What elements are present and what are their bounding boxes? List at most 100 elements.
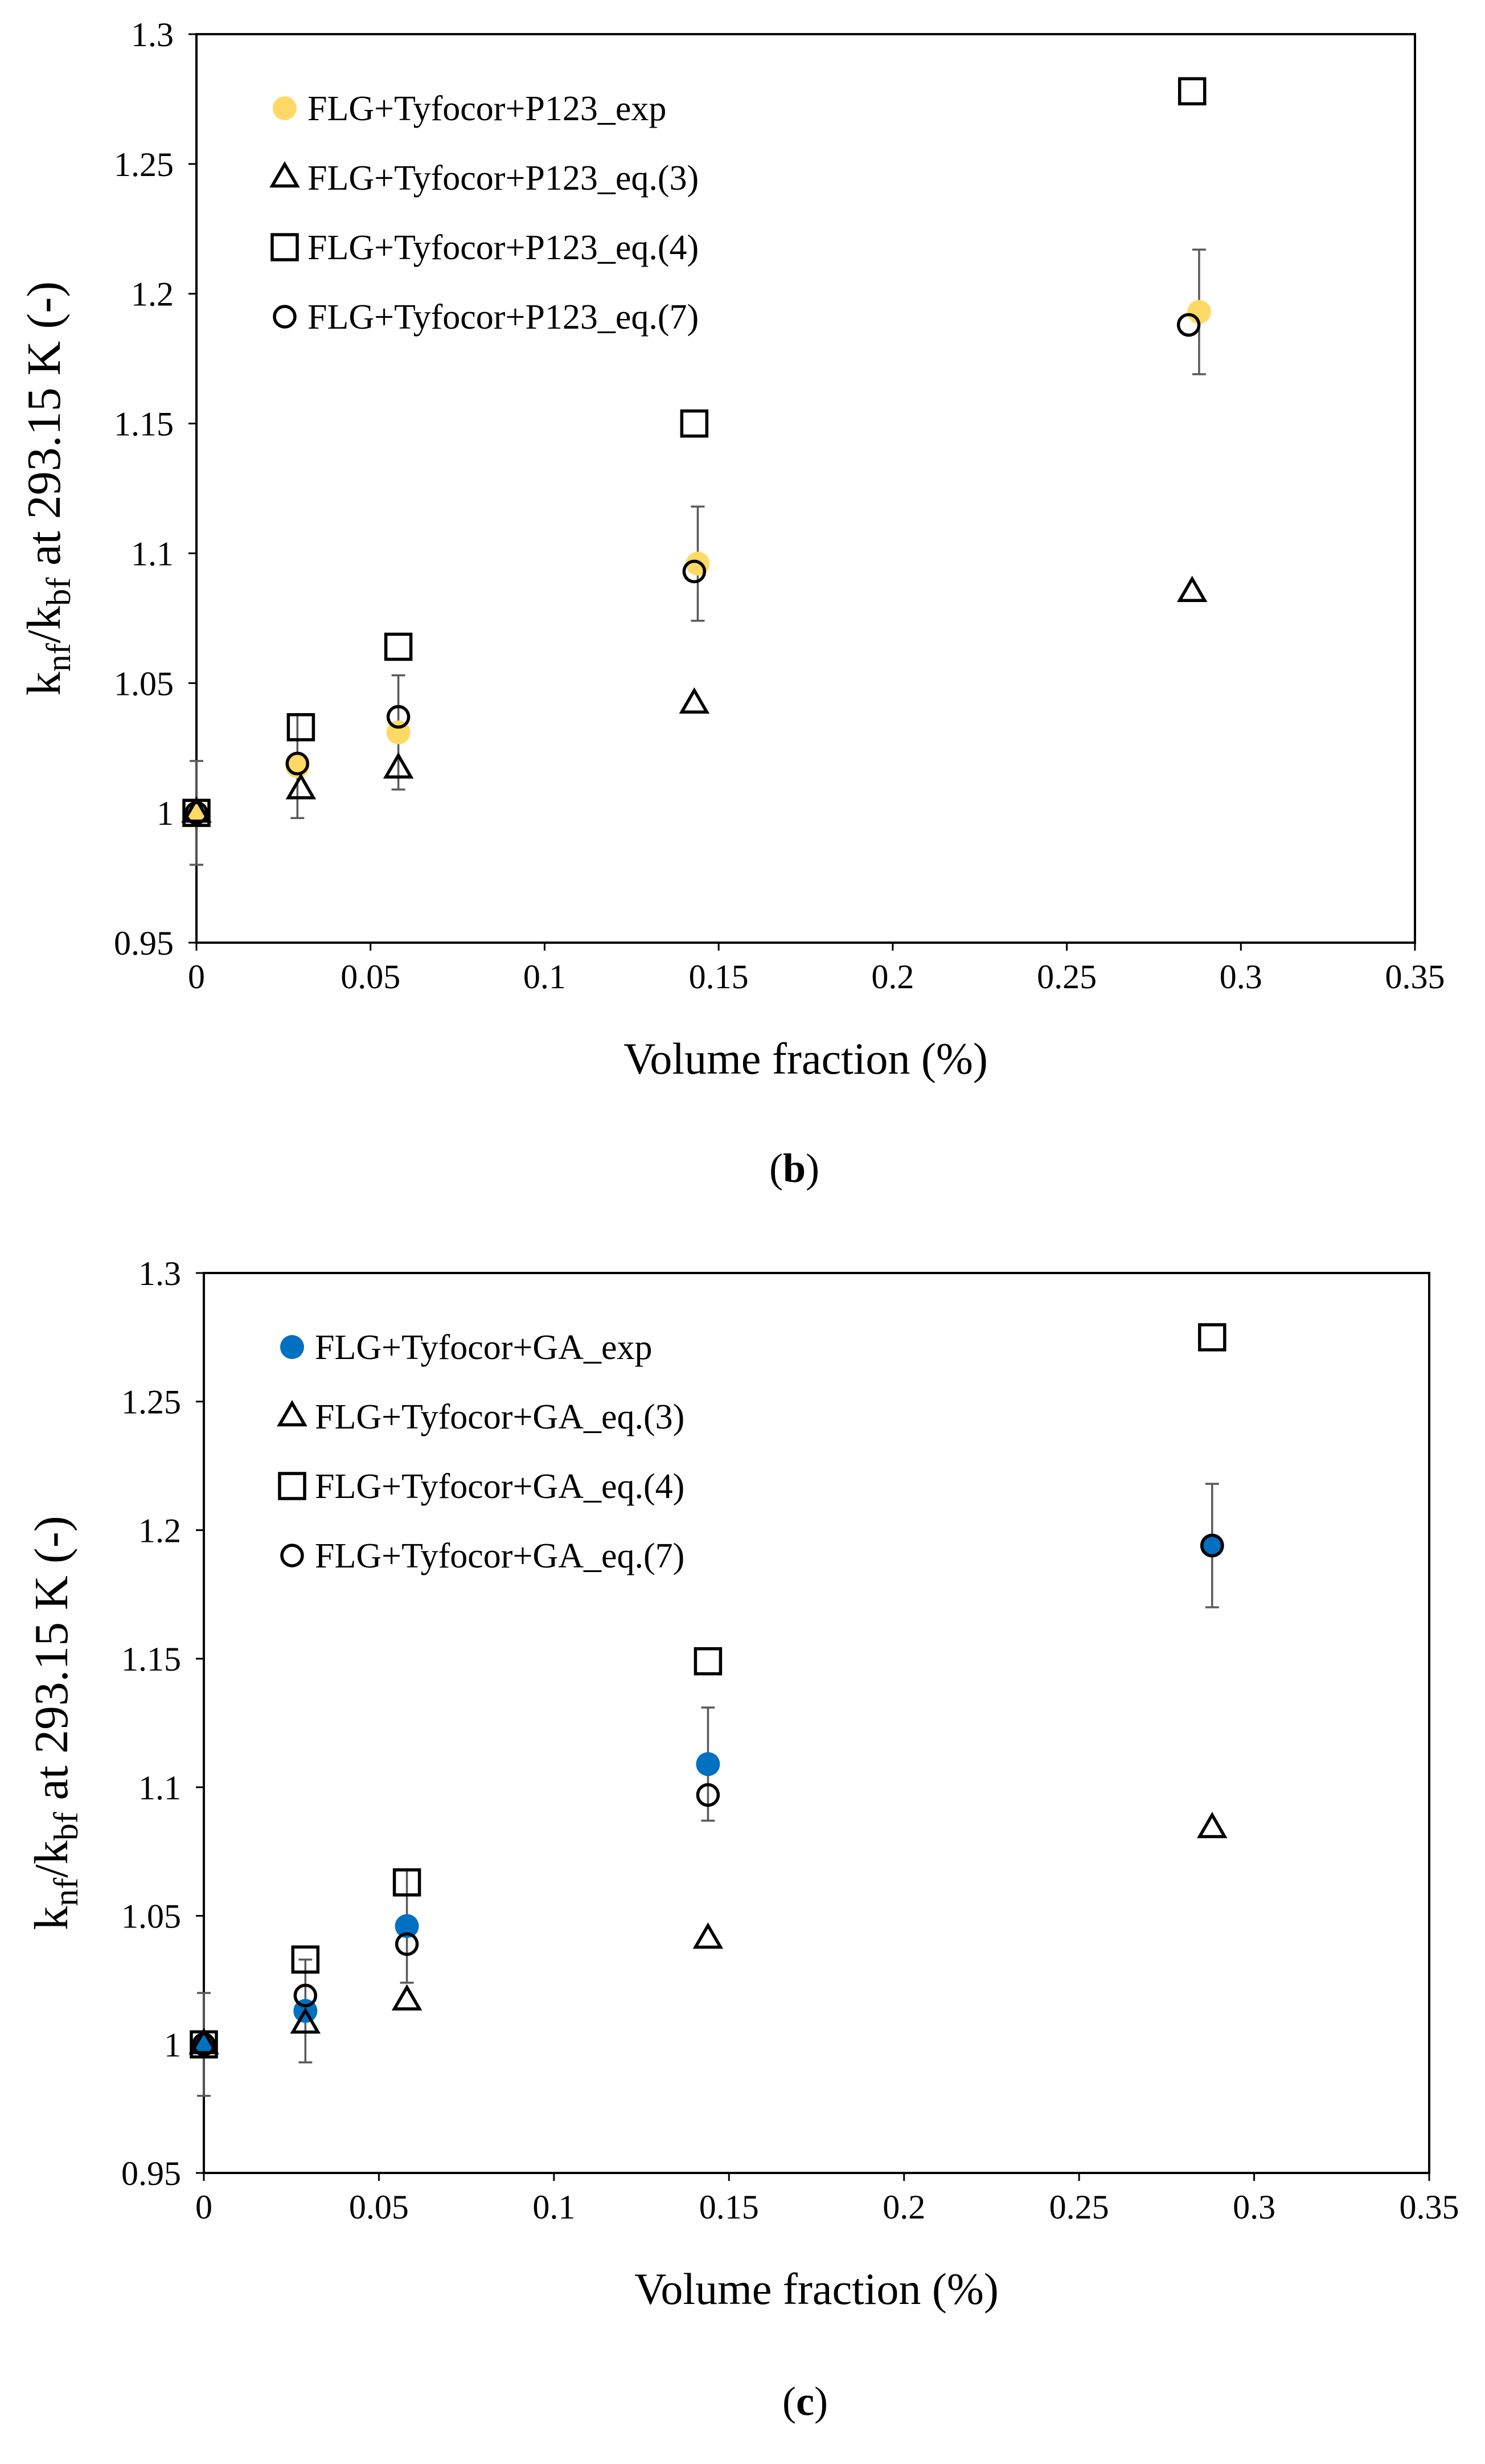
series-0: [197, 1483, 1219, 2097]
data-point-filled-circle: [1187, 300, 1211, 324]
y-tick-label: 1.2: [138, 1512, 181, 1549]
x-tick-label: 0.3: [1220, 958, 1262, 996]
x-tick-label: 0.05: [341, 958, 400, 996]
y-tick-label: 1.05: [114, 665, 174, 702]
x-tick-label: 0.35: [1400, 2188, 1459, 2226]
x-axis-title: Volume fraction (%): [634, 2264, 999, 2314]
y-tick-label: 1.3: [131, 16, 174, 54]
legend: FLG+Tyfocor+GA_exp FLG+Tyfocor+GA_eq.(3) F…: [277, 1328, 684, 1575]
data-point-open-circle: [386, 705, 411, 729]
panel-label-letter: c: [796, 2379, 814, 2424]
legend-label: FLG+Tyfocor+GA_eq.(4): [315, 1467, 684, 1506]
data-point-open-circle: [293, 1983, 318, 2008]
y-axis-title-part: bf: [47, 1812, 85, 1840]
y-axis-title-part: at 293.15 K (-): [18, 281, 71, 578]
data-point-open-square: [291, 1945, 320, 1974]
legend-label: FLG+Tyfocor+GA_eq.(7): [315, 1537, 684, 1575]
y-axis-title-part: nf: [47, 1878, 85, 1906]
y-tick-label: 1.05: [121, 1898, 181, 1935]
y-tick-label: 1: [164, 2026, 181, 2064]
data-point-open-triangle: [1197, 1812, 1228, 1839]
legend-marker-filled-circle: [280, 1335, 304, 1359]
y-axis-title-part: k: [18, 672, 71, 695]
panel-label-paren-close: ): [814, 2379, 828, 2424]
data-point-open-circle: [1176, 313, 1201, 337]
plot-area-frame: [195, 33, 1416, 944]
y-tick-label: 1.1: [131, 535, 174, 572]
series-markers-3: [184, 313, 1201, 825]
data-point-open-circle: [395, 1932, 419, 1956]
data-point-open-triangle: [383, 752, 414, 779]
legend-marker-open-circle: [280, 1544, 304, 1567]
x-tick-label: 0.05: [349, 2188, 409, 2226]
legend-marker-open-triangle: [269, 161, 300, 188]
legend: FLG+Tyfocor+P123_exp FLG+Tyfocor+P123_eq.…: [269, 89, 699, 337]
y-axis-title-part: k: [25, 1840, 78, 1864]
data-point-open-triangle: [285, 773, 317, 800]
legend-label: FLG+Tyfocor+P123_exp: [307, 89, 666, 128]
panel-label-letter: b: [783, 1145, 806, 1191]
data-point-open-triangle: [692, 1922, 724, 1949]
x-tick-label: 0.2: [883, 2188, 925, 2226]
series-markers-3: [192, 1533, 1224, 2057]
data-point-open-square: [392, 1868, 421, 1897]
y-axis-title-part: at 293.15 K (-): [25, 1516, 78, 1812]
y-tick-label: 1.1: [138, 1769, 181, 1807]
x-tick-label: 0.15: [699, 2188, 759, 2226]
series-markers-2: [190, 1323, 1226, 2059]
x-tick-label: 0.25: [1049, 2188, 1109, 2226]
legend-marker-open-triangle: [277, 1399, 307, 1427]
data-point-open-triangle: [188, 2028, 219, 2054]
y-axis-title: knf/kbf at 293.15 K (-): [25, 1516, 85, 1930]
legend-marker-open-circle: [273, 305, 297, 329]
data-point-open-triangle: [181, 796, 212, 823]
data-point-open-circle: [1200, 1533, 1224, 1558]
y-axis-title-part: nf: [40, 643, 77, 672]
data-point-open-triangle: [679, 687, 710, 714]
legend-marker-open-square: [270, 233, 299, 261]
x-axis-title: Volume fraction (%): [623, 1034, 988, 1083]
legend-label: FLG+Tyfocor+P123_eq.(3): [307, 159, 699, 198]
legend-label: FLG+Tyfocor+GA_exp: [315, 1328, 652, 1367]
y-tick-label: 1.15: [114, 406, 174, 443]
y-tick-label: 1.3: [138, 1255, 181, 1292]
y-tick-label: 1.15: [121, 1640, 181, 1678]
y-axis-title-part: /: [18, 629, 71, 643]
x-tick-label: 0.1: [523, 958, 566, 996]
series-0: [190, 248, 1206, 866]
y-tick-label: 0.95: [121, 2155, 181, 2192]
data-point-open-circle: [192, 2032, 216, 2057]
data-point-filled-circle: [395, 1914, 419, 1938]
panel-label-paren-open: (: [782, 2379, 796, 2424]
y-axis-title-part: /: [25, 1864, 78, 1878]
legend-marker-open-square: [278, 1472, 306, 1500]
data-point-open-triangle: [290, 2007, 321, 2034]
x-tick-label: 0.35: [1385, 958, 1445, 996]
y-axis-title: knf/kbf at 293.15 K (-): [18, 281, 77, 696]
y-tick-label: 1.2: [131, 276, 174, 313]
data-point-open-square: [190, 2030, 218, 2059]
y-tick-label: 1.25: [114, 146, 174, 183]
panel-label-paren-close: ): [806, 1145, 819, 1191]
data-point-open-triangle: [391, 1984, 422, 2011]
y-tick-label: 1: [157, 795, 174, 832]
data-point-filled-circle: [696, 1752, 720, 1777]
x-tick-label: 0.2: [871, 958, 914, 996]
series-markers-1: [181, 575, 1208, 823]
y-tick-label: 1.25: [121, 1384, 181, 1421]
legend-label: FLG+Tyfocor+GA_eq.(3): [315, 1398, 684, 1436]
x-tick-label: 0.3: [1233, 2188, 1275, 2226]
legend-label: FLG+Tyfocor+P123_eq.(7): [307, 298, 699, 337]
x-tick-label: 0.25: [1037, 958, 1097, 996]
chart-panel-c: 0 0.05 0.1 0.15 0.2 0.25 0.3 0.35 0.95 1 1.05 1.1 1.…: [25, 1255, 1459, 2424]
x-tick-label: 0.15: [689, 958, 749, 996]
data-point-open-triangle: [1176, 575, 1208, 602]
y-axis-title-part: k: [25, 1906, 78, 1930]
data-point-open-circle: [682, 559, 707, 584]
data-point-open-circle: [184, 801, 208, 825]
data-point-open-square: [1178, 77, 1207, 106]
series-markers-2: [182, 77, 1207, 827]
data-point-open-circle: [696, 1783, 720, 1807]
legend-label: FLG+Tyfocor+P123_eq.(4): [307, 228, 699, 267]
